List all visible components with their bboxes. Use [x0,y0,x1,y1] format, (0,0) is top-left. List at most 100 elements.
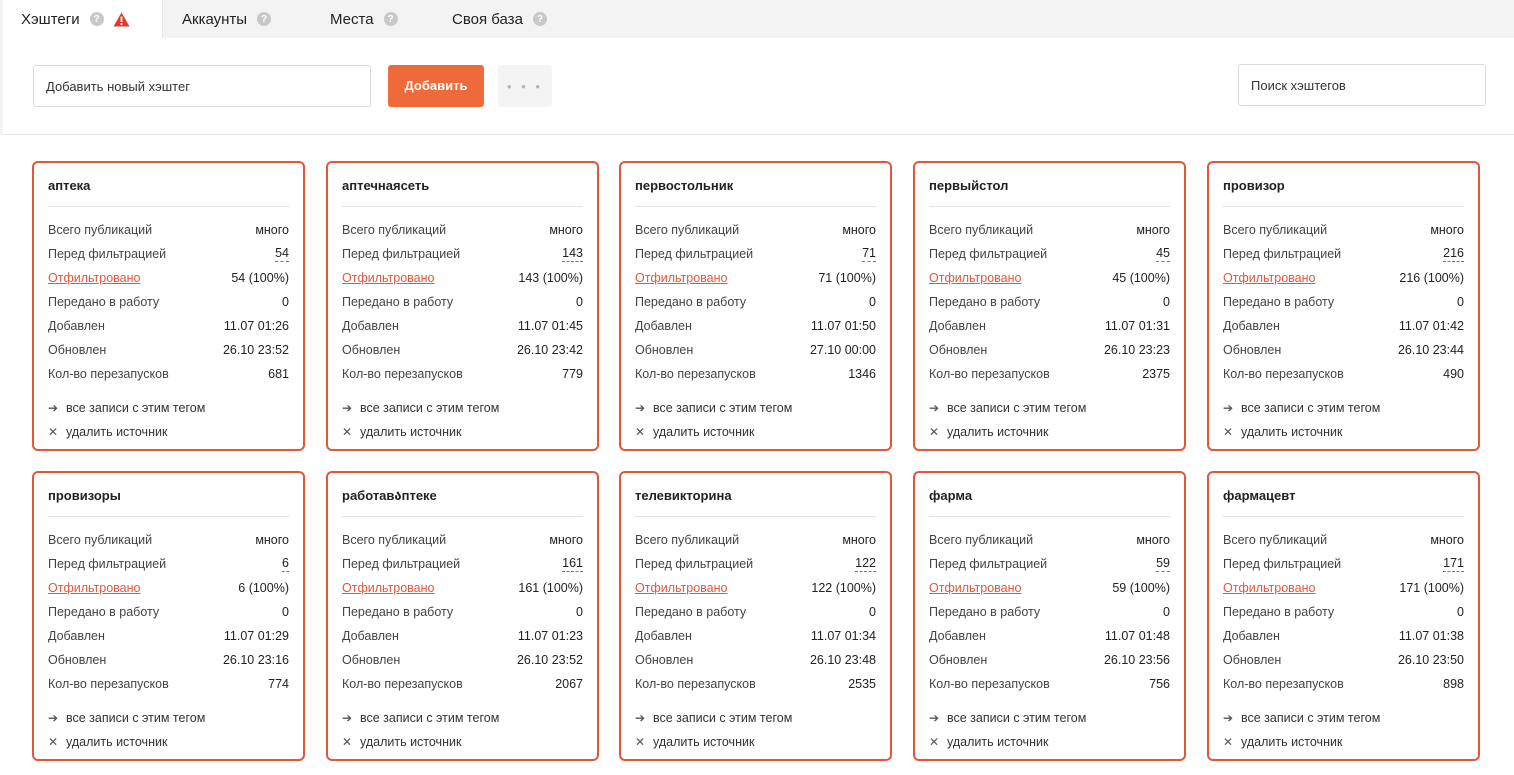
before-filter-value[interactable]: 45 [1156,246,1170,262]
before-filter-label: Перед фильтрацией [1223,557,1342,571]
remove-source-link[interactable]: ✕ удалить источник [1223,730,1464,754]
hashtag-card: аптечнаясеть Всего публикаций много Перед ф… [326,161,599,451]
total-label: Всего публикаций [929,223,1034,237]
tab-hashtags[interactable]: Хэштеги ? [3,0,163,38]
remove-label: удалить источник [66,425,168,439]
filtered-label[interactable]: Отфильтровано [48,271,141,285]
before-filter-label: Перед фильтрацией [342,557,461,571]
before-filter-row: Перед фильтрацией 216 [1223,242,1464,266]
total-row: Всего публикаций много [48,528,289,552]
arrow-right-icon: ➔ [48,711,59,725]
new-hashtag-input[interactable] [33,65,371,107]
before-filter-value[interactable]: 122 [855,556,876,572]
added-row: Добавлен 11.07 01:34 [635,624,876,648]
remove-source-link[interactable]: ✕ удалить источник [929,730,1170,754]
filtered-label[interactable]: Отфильтровано [342,271,435,285]
search-input[interactable] [1238,64,1486,106]
help-icon[interactable]: ? [383,12,398,26]
sent-to-work-value: 0 [1163,605,1170,619]
remove-source-link[interactable]: ✕ удалить источник [1223,420,1464,444]
more-options-button[interactable]: • • • [498,65,552,107]
before-filter-value[interactable]: 143 [562,246,583,262]
added-label: Добавлен [1223,629,1280,643]
sent-to-work-value: 0 [282,295,289,309]
filtered-label[interactable]: Отфильтровано [929,271,1022,285]
total-label: Всего публикаций [342,533,447,547]
filtered-value: 6 (100%) [238,581,289,595]
updated-label: Обновлен [342,343,401,357]
before-filter-value[interactable]: 54 [275,246,289,262]
remove-source-link[interactable]: ✕ удалить источник [48,730,289,754]
added-row: Добавлен 11.07 01:26 [48,314,289,338]
view-all-posts-link[interactable]: ➔ все записи с этим тегом [1223,706,1464,730]
before-filter-value[interactable]: 71 [862,246,876,262]
tab-accounts[interactable]: Аккаунты ? [182,0,272,38]
view-all-posts-link[interactable]: ➔ все записи с этим тегом [48,396,289,420]
before-filter-value[interactable]: 171 [1443,556,1464,572]
tab-own-base[interactable]: Своя база ? [452,0,547,38]
hashtag-title: первостольник [635,176,876,207]
remove-source-link[interactable]: ✕ удалить источник [929,420,1170,444]
hashtag-title: аптечнаясеть [342,176,583,207]
restarts-value: 681 [268,367,289,381]
close-icon: ✕ [1223,735,1234,749]
help-icon[interactable]: ? [257,12,272,26]
view-all-label: все записи с этим тегом [947,711,1087,725]
view-all-posts-link[interactable]: ➔ все записи с этим тегом [929,706,1170,730]
added-value: 11.07 01:29 [223,629,289,643]
total-row: Всего публикаций много [342,218,583,242]
hashtag-card: работавაптеке Всего публикаций много Перед … [326,471,599,761]
filtered-label[interactable]: Отфильтровано [929,581,1022,595]
added-row: Добавлен 11.07 01:45 [342,314,583,338]
total-row: Всего публикаций много [635,528,876,552]
filtered-label[interactable]: Отфильтровано [48,581,141,595]
remove-source-link[interactable]: ✕ удалить источник [48,420,289,444]
view-all-posts-link[interactable]: ➔ все записи с этим тегом [342,396,583,420]
view-all-posts-link[interactable]: ➔ все записи с этим тегом [929,396,1170,420]
added-row: Добавлен 11.07 01:23 [342,624,583,648]
filtered-label[interactable]: Отфильтровано [342,581,435,595]
sent-to-work-value: 0 [869,605,876,619]
sent-to-work-row: Передано в работу 0 [929,290,1170,314]
restarts-value: 898 [1443,677,1464,691]
view-all-posts-link[interactable]: ➔ все записи с этим тегом [48,706,289,730]
view-all-posts-link[interactable]: ➔ все записи с этим тегом [342,706,583,730]
sent-to-work-label: Передано в работу [48,295,160,309]
hashtag-title: фарма [929,486,1170,517]
restarts-label: Кол-во перезапусков [48,367,169,381]
remove-source-link[interactable]: ✕ удалить источник [635,420,876,444]
tab-places[interactable]: Места ? [330,0,398,38]
add-button[interactable]: Добавить [388,65,484,107]
sent-to-work-value: 0 [576,295,583,309]
total-value: много [842,533,876,547]
updated-value: 26.10 23:52 [516,653,583,667]
restarts-label: Кол-во перезапусков [1223,677,1344,691]
remove-source-link[interactable]: ✕ удалить источник [635,730,876,754]
filtered-label[interactable]: Отфильтровано [1223,271,1316,285]
before-filter-value[interactable]: 6 [282,556,289,572]
remove-label: удалить источник [947,425,1049,439]
restarts-row: Кол-во перезапусков 779 [342,362,583,386]
remove-source-link[interactable]: ✕ удалить источник [342,730,583,754]
filtered-label[interactable]: Отфильтровано [635,581,728,595]
view-all-posts-link[interactable]: ➔ все записи с этим тегом [635,396,876,420]
help-icon[interactable]: ? [89,12,104,26]
help-icon[interactable]: ? [532,12,547,26]
sent-to-work-row: Передано в работу 0 [1223,600,1464,624]
remove-source-link[interactable]: ✕ удалить источник [342,420,583,444]
sent-to-work-label: Передано в работу [1223,295,1335,309]
view-all-posts-link[interactable]: ➔ все записи с этим тегом [1223,396,1464,420]
filtered-label[interactable]: Отфильтровано [635,271,728,285]
total-value: много [1430,533,1464,547]
before-filter-value[interactable]: 216 [1443,246,1464,262]
added-label: Добавлен [48,319,105,333]
filtered-label[interactable]: Отфильтровано [1223,581,1316,595]
hashtag-card: аптека Всего публикаций много Перед фильтра… [32,161,305,451]
before-filter-value[interactable]: 161 [562,556,583,572]
restarts-value: 2067 [555,677,583,691]
before-filter-value[interactable]: 59 [1156,556,1170,572]
restarts-value: 2535 [848,677,876,691]
sent-to-work-row: Передано в работу 0 [48,600,289,624]
updated-row: Обновлен 26.10 23:48 [635,648,876,672]
view-all-posts-link[interactable]: ➔ все записи с этим тегом [635,706,876,730]
